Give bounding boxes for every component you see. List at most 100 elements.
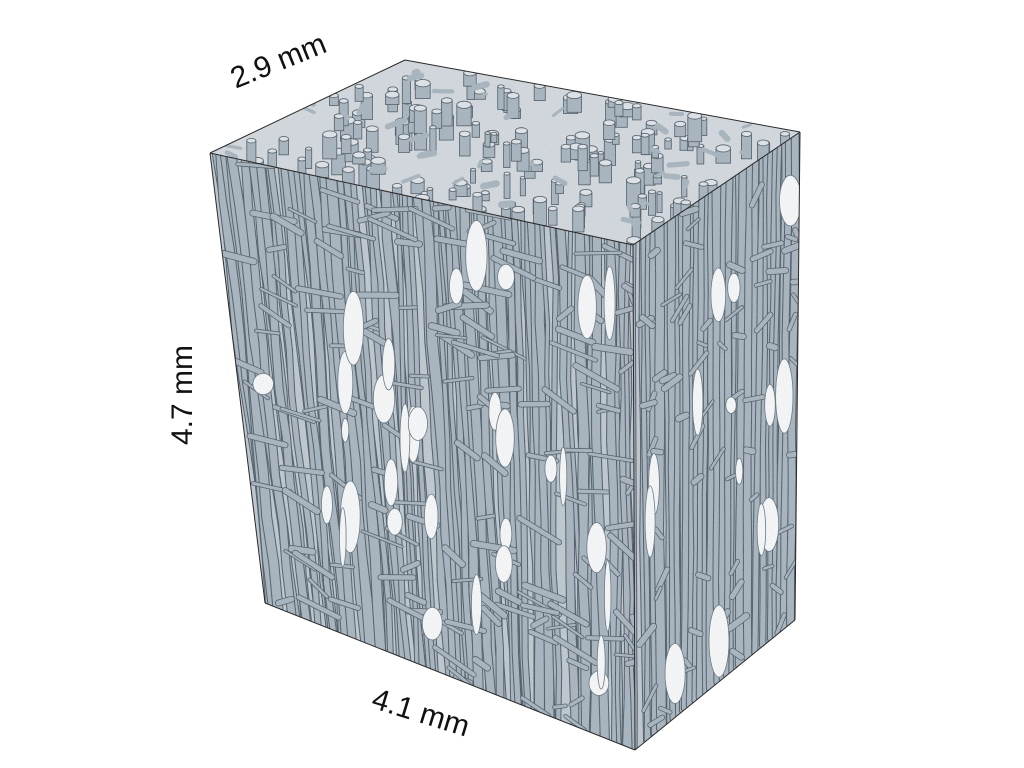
top-rod-cap [342,166,355,173]
front-strut [532,276,562,290]
top-rod-cap [780,131,791,137]
top-rod-cap [634,160,642,164]
front-pore [320,485,333,525]
top-rod-cap [354,84,364,89]
front-pore [449,267,464,305]
top-strut [418,149,438,159]
top-rod-cap [577,143,588,150]
front-strut [588,452,634,463]
front-strut [522,582,566,603]
side-rod [743,161,756,662]
top-rod-cap [634,168,645,174]
top-rod-cap [681,175,688,179]
front-strut [520,696,551,718]
front-strut [292,550,335,580]
front-strut [528,629,559,645]
top-rod-stub [519,177,526,197]
front-strut [260,287,298,307]
side-rod [674,212,681,718]
front-pore [339,507,347,567]
front-strut [387,598,425,620]
top-strut [384,117,408,130]
top-rod-stub [429,126,437,151]
front-strut [627,289,635,305]
top-rod-cap [565,134,577,141]
front-rod [511,216,531,710]
front-strut [592,343,634,356]
top-rod-stub [413,107,427,134]
side-strut [670,294,689,323]
top-rod-cap [680,199,692,206]
front-strut [619,360,635,374]
top-strut [649,147,661,154]
top-rod-cap [426,187,434,191]
side-strut [678,303,692,325]
top-rod-cap [741,130,753,137]
width-dimension-label: 4.1 mm [368,683,473,744]
top-strut [224,150,239,160]
side-strut [688,627,703,637]
box-edge-top-front [209,152,634,246]
side-strut [762,241,784,249]
front-strut [451,340,500,358]
front-pore [341,417,350,443]
top-rod-stub [656,192,663,213]
front-strut [232,358,264,375]
front-strut [272,274,297,293]
front-pore [470,574,482,635]
front-strut [494,602,536,619]
side-pore [779,174,800,227]
side-strut [679,206,699,217]
top-rod-cap [471,121,480,126]
front-strut [254,329,280,335]
side-strut [652,370,668,382]
top-rod-cap [315,161,330,169]
height-dimension-label: 4.7 mm [166,345,199,445]
side-strut [683,241,704,250]
top-strut [368,165,388,173]
front-strut [279,465,325,476]
front-strut [564,714,587,732]
top-rod-cap [560,143,572,150]
front-strut [480,605,502,627]
front-pore [381,338,396,391]
top-rod-stub [246,140,257,165]
front-strut [625,281,635,289]
side-strut [697,341,708,348]
front-pore [604,560,612,632]
side-strut [732,332,746,340]
top-strut [654,122,669,135]
front-strut [394,238,423,247]
side-strut [655,567,670,592]
side-rod [723,176,733,679]
front-strut [314,238,344,259]
top-rod-stub [401,77,411,104]
front-strut [296,595,341,620]
top-rod-stub [305,148,313,170]
top-strut [620,216,641,226]
box-edge-bottom-front [264,602,636,751]
front-rod [535,220,554,721]
front-strut [270,213,304,236]
top-rod-cap [589,153,599,159]
front-strut [542,387,576,414]
front-strut [573,362,620,392]
front-pore [497,263,515,291]
side-strut [647,436,658,457]
top-rod-cap [614,100,624,106]
top-rod-cap [757,139,770,147]
side-strut [791,293,800,304]
side-strut [661,293,682,307]
front-pore [386,507,403,536]
front-strut [367,217,418,242]
top-strut [700,147,723,159]
front-strut [275,596,295,606]
side-pore [764,383,776,427]
front-rod [256,160,310,623]
front-strut [573,572,593,589]
side-strut [786,451,800,458]
top-rod-cap [352,151,366,159]
front-strut [443,376,474,383]
side-strut [650,448,664,455]
top-strut [552,175,568,186]
